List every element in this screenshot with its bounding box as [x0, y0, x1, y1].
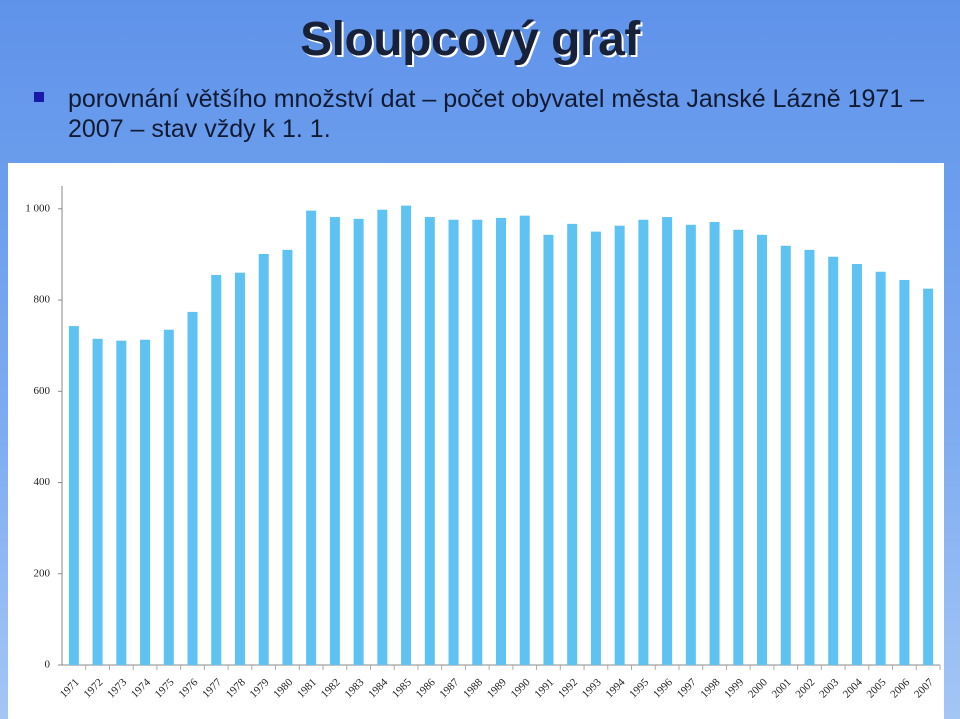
bar [68, 326, 79, 665]
y-tick-label: 0 [45, 659, 51, 671]
bar [401, 205, 412, 665]
bar [685, 224, 696, 665]
bar [92, 338, 103, 665]
bar [590, 231, 601, 665]
y-tick-label: 1 000 [25, 202, 50, 214]
y-tick-label: 400 [34, 476, 51, 488]
bar [804, 249, 815, 665]
bar [614, 225, 625, 665]
bar [709, 222, 720, 665]
bar [851, 264, 862, 665]
bar [472, 219, 483, 665]
bar [258, 253, 269, 665]
y-tick-label: 200 [34, 567, 51, 579]
bar [875, 271, 886, 665]
bar [543, 234, 554, 665]
bar [567, 223, 578, 665]
bar [282, 249, 293, 665]
bar [163, 329, 174, 665]
bar [187, 311, 198, 665]
slide-title: Sloupcový graf [300, 13, 640, 66]
bar [377, 209, 388, 665]
bar [211, 274, 222, 665]
bar [234, 272, 245, 665]
bar [828, 256, 839, 665]
bar [496, 217, 506, 665]
bar [757, 234, 768, 665]
bar [116, 340, 127, 665]
bar [353, 218, 364, 666]
bar [448, 219, 459, 665]
bar [733, 229, 744, 665]
bar [424, 217, 435, 666]
y-tick-label: 800 [34, 294, 51, 306]
y-tick-label: 600 [34, 385, 51, 397]
slide-subtitle: porovnání většího množství dat – počet o… [68, 85, 925, 143]
bar [519, 215, 530, 665]
bar [140, 339, 151, 665]
bar [899, 279, 910, 665]
bar [329, 217, 340, 666]
bar [306, 210, 317, 666]
bar [662, 217, 673, 666]
bullet [34, 92, 44, 102]
bar [638, 219, 649, 665]
bar [780, 245, 791, 665]
bar [923, 288, 934, 665]
